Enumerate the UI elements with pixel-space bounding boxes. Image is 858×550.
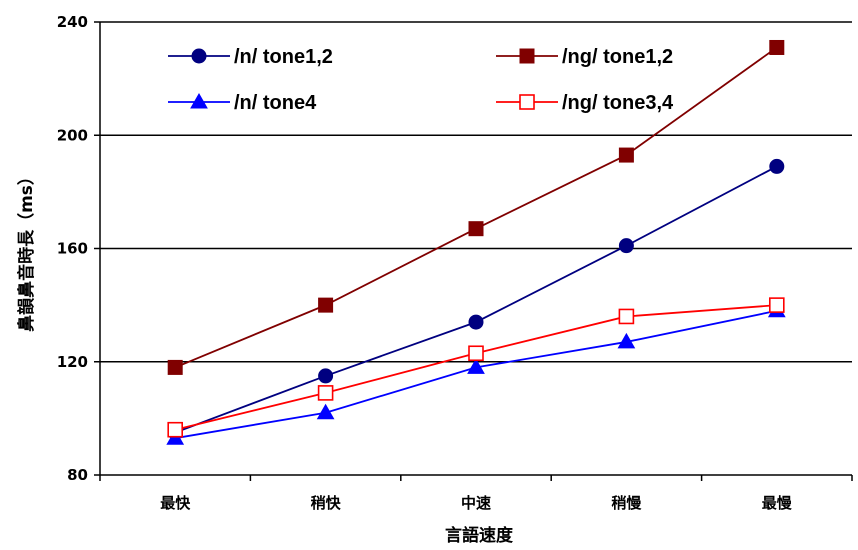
data-point [318,368,334,384]
x-tick-label: 最慢 [762,494,793,512]
x-axis-title: 言語速度 [445,525,514,546]
legend-marker [191,48,207,64]
data-point [618,308,635,325]
legend-item: /n/ tone4 [168,92,317,114]
y-tick-label: 160 [57,240,88,258]
legend-marker [519,94,535,110]
y-tick-label: 200 [57,126,88,144]
legend-marker [519,48,535,64]
data-point [468,314,484,330]
series-group [166,39,786,445]
data-point [317,385,334,401]
y-tick-label: 80 [67,466,88,484]
data-point [468,221,484,237]
data-point [167,421,183,438]
x-tick-label: 最快 [160,494,191,512]
x-tick-label: 稍快 [311,494,342,512]
legend-label: /ng/ tone1,2 [562,46,673,68]
y-tick-labels: 80 120 160 200 240 [57,13,88,484]
legend: /n/ tone1,2/ng/ tone1,2/n/ tone4/ng/ ton… [168,46,674,114]
series-line [174,165,778,434]
y-tick-label: 120 [57,353,88,371]
legend-item: /n/ tone1,2 [168,46,333,68]
data-point [769,39,785,55]
gridlines [100,21,852,363]
legend-item: /ng/ tone1,2 [496,46,673,68]
legend-label: /ng/ tone3,4 [562,92,674,114]
legend-label: /n/ tone4 [234,92,317,114]
y-tick-label: 240 [57,13,88,31]
series-4 [167,297,785,438]
y-axis-title: 鼻韻鼻音時長（ms） [16,168,37,332]
data-point [618,147,634,163]
series-2 [167,39,785,375]
data-point [316,403,335,420]
x-tick-label: 稍慢 [611,494,642,512]
data-point [467,358,485,374]
data-point [768,297,785,313]
data-point [318,297,334,313]
legend-label: /n/ tone1,2 [234,46,333,68]
axes [94,21,853,481]
legend-marker [190,92,208,109]
x-tick-labels: 最快 稍快 中速 稍慢 最慢 [160,494,793,512]
data-point [468,345,484,362]
data-point [618,238,634,254]
legend-item: /ng/ tone3,4 [496,92,674,114]
x-tick-label: 中速 [461,494,491,512]
data-point [617,332,636,349]
series-1 [167,158,785,441]
data-point [167,359,183,375]
data-point [769,158,785,174]
